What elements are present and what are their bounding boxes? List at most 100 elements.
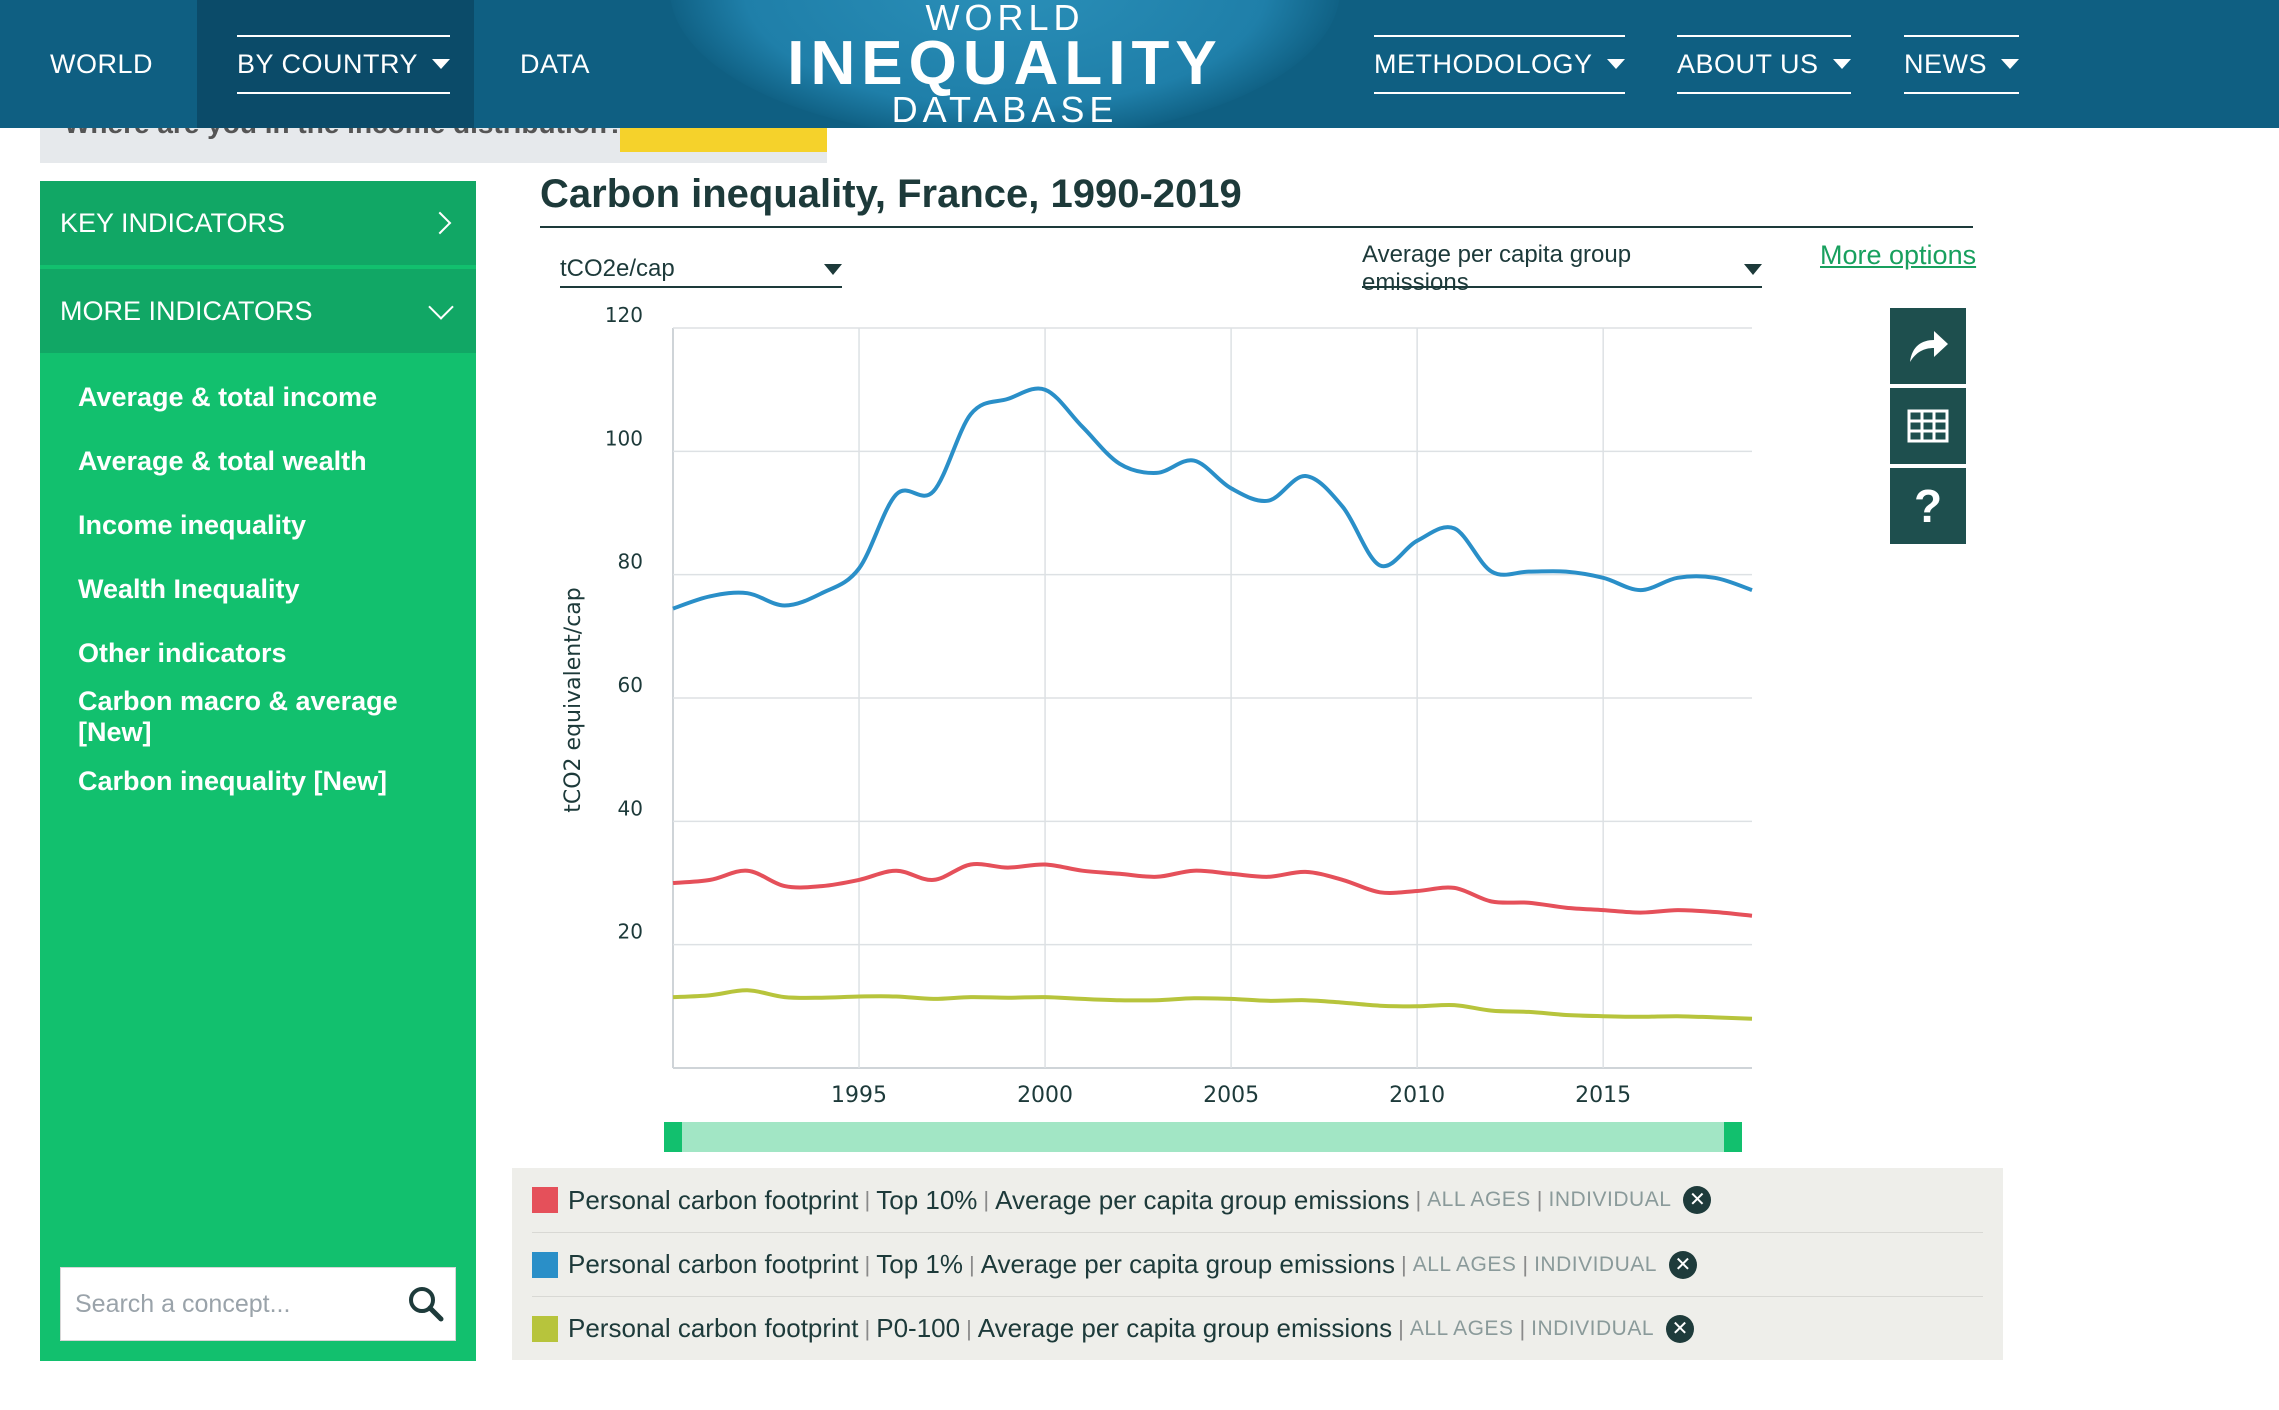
nav-data-label: DATA xyxy=(520,48,591,79)
y-tick-label: 60 xyxy=(618,673,643,697)
series-line-top1[interactable] xyxy=(672,386,1753,611)
y-axis-label: tCO2 equivalent/cap xyxy=(561,587,586,813)
x-tick-label: 2005 xyxy=(1203,1083,1259,1108)
caret-down-icon xyxy=(2001,59,2019,69)
x-tick-label: 2010 xyxy=(1389,1083,1445,1108)
legend-measure: Average per capita group emissions xyxy=(977,1313,1393,1343)
share-button[interactable] xyxy=(1890,308,1966,384)
series-line-p0-100[interactable] xyxy=(672,988,1753,1021)
nav-methodology[interactable]: METHODOLOGY xyxy=(1374,0,1625,128)
legend-variable: Personal carbon footprint xyxy=(568,1249,859,1279)
remove-series-close-icon[interactable]: ✕ xyxy=(1668,1250,1697,1279)
legend-measure: Average per capita group emissions xyxy=(980,1249,1395,1279)
x-tick-label: 2000 xyxy=(1017,1083,1073,1108)
legend-row-p0-100: Personal carbon footprint | P0-100 | Avera… xyxy=(532,1296,1983,1360)
logo-line3: DATABASE xyxy=(891,89,1119,128)
remove-series-close-icon[interactable]: ✕ xyxy=(1683,1186,1712,1214)
measure-select[interactable]: Average per capita group emissions xyxy=(1362,241,1762,296)
take-the-test-button[interactable] xyxy=(620,128,827,152)
nav-data[interactable]: DATA xyxy=(520,0,590,128)
x-tick-label: 2015 xyxy=(1575,1083,1631,1108)
legend-variable: Personal carbon footprint xyxy=(568,1184,859,1215)
caret-down-icon xyxy=(1832,59,1851,69)
chart-series xyxy=(672,386,1753,1021)
sidebar-item-wealth-inequality[interactable]: Wealth Inequality xyxy=(78,573,300,604)
chart-axes: 20 40 60 80 100 120 1995 2000 2005 2010 2015 xyxy=(605,303,1631,1108)
remove-series-close-icon[interactable]: ✕ xyxy=(1666,1314,1695,1343)
nav-news-label: NEWS xyxy=(1904,48,1987,79)
series-line-top10[interactable] xyxy=(672,862,1753,918)
legend-swatch xyxy=(532,1251,558,1278)
measure-select-value: Average per capita group emissions xyxy=(1362,241,1632,296)
logo-line2: INEQUALITY xyxy=(787,29,1223,98)
legend-group: Top 1% xyxy=(876,1249,963,1279)
nav-by-country[interactable]: BY COUNTRY xyxy=(197,0,474,128)
legend-age: ALL AGES xyxy=(1412,1252,1517,1276)
caret-down-icon xyxy=(1606,59,1625,69)
table-view-button[interactable] xyxy=(1890,388,1966,464)
income-test-banner: Where are you in the income distribution… xyxy=(40,128,827,163)
sidebar-item-average-total-income[interactable]: Average & total income xyxy=(78,381,378,412)
nav-world-label: WORLD xyxy=(50,48,153,79)
more-indicators-list: Average & total income Average & total w… xyxy=(40,353,476,813)
unit-select[interactable]: tCO2e/cap xyxy=(560,252,842,288)
sidebar-item-other-indicators[interactable]: Other indicators xyxy=(78,637,287,668)
chevron-right-icon xyxy=(428,211,452,235)
dropdown-arrow-icon xyxy=(1744,263,1762,275)
sidebar-item-carbon-inequality[interactable]: Carbon inequality [New] xyxy=(78,765,388,796)
range-slider[interactable] xyxy=(664,1122,1742,1152)
unit-select-value: tCO2e/cap xyxy=(560,255,675,282)
nav-about-us[interactable]: ABOUT US xyxy=(1677,0,1851,128)
help-button[interactable]: ? xyxy=(1890,468,1966,544)
banner-text: Where are you in the income distribution… xyxy=(64,128,624,140)
search-icon[interactable] xyxy=(397,1268,455,1340)
nav-world[interactable]: WORLD xyxy=(50,0,153,128)
range-handle-left[interactable] xyxy=(664,1122,682,1152)
carbon-inequality-chart: 20 40 60 80 100 120 1995 2000 2005 2010 2015 tCO2 … xyxy=(561,303,1753,1152)
x-tick-label: 1995 xyxy=(831,1083,887,1108)
more-options-link[interactable]: More options xyxy=(1820,240,1977,270)
key-indicators-toggle[interactable]: KEY INDICATORS xyxy=(40,181,476,265)
legend-variable: Personal carbon footprint xyxy=(568,1313,859,1343)
legend-age: ALL AGES xyxy=(1409,1316,1514,1340)
more-indicators-toggle[interactable]: MORE INDICATORS xyxy=(40,269,476,353)
range-handle-right[interactable] xyxy=(1724,1122,1742,1152)
legend-measure: Average per capita group emissions xyxy=(995,1184,1410,1215)
range-slider-track xyxy=(664,1122,1742,1152)
y-tick-label: 80 xyxy=(618,550,643,574)
legend-row-top1: Personal carbon footprint | Top 1% | Avera… xyxy=(532,1232,1983,1296)
legend-group: P0-100 xyxy=(876,1313,961,1343)
legend-group: Top 10% xyxy=(876,1184,978,1215)
share-icon xyxy=(1910,331,1948,362)
table-icon xyxy=(1907,409,1949,443)
chart-title: Carbon inequality, France, 1990-2019 xyxy=(540,172,1242,216)
caret-down-icon xyxy=(432,59,451,69)
search-input[interactable] xyxy=(61,1268,397,1340)
title-divider xyxy=(540,226,1973,228)
dropdown-arrow-icon xyxy=(824,263,842,275)
y-tick-label: 100 xyxy=(605,426,643,450)
indicator-sidebar: KEY INDICATORS MORE INDICATORS Average &… xyxy=(40,181,476,1361)
chevron-down-icon xyxy=(428,294,454,320)
sidebar-item-income-inequality[interactable]: Income inequality xyxy=(78,509,307,540)
legend-row-top10: Personal carbon footprint | Top 10% | Aver… xyxy=(532,1168,1983,1232)
legend-population: INDIVIDUAL xyxy=(1531,1316,1655,1340)
nav-about-us-label: ABOUT US xyxy=(1677,48,1819,79)
nav-by-country-label: BY COUNTRY xyxy=(237,48,419,79)
legend-population: INDIVIDUAL xyxy=(1534,1252,1657,1276)
legend-age: ALL AGES xyxy=(1427,1188,1531,1211)
y-tick-label: 40 xyxy=(618,796,643,820)
sidebar-item-average-total-wealth[interactable]: Average & total wealth xyxy=(78,445,367,476)
series-legend: Personal carbon footprint | Top 10% | Aver… xyxy=(512,1168,2003,1360)
chart-grid xyxy=(672,327,1752,1069)
legend-swatch xyxy=(532,1187,558,1213)
more-indicators-label: MORE INDICATORS xyxy=(60,295,313,326)
key-indicators-label: KEY INDICATORS xyxy=(60,207,286,238)
legend-population: INDIVIDUAL xyxy=(1548,1188,1672,1211)
wid-logo[interactable]: WORLD INEQUALITY DATABASE xyxy=(780,0,1230,128)
sidebar-item-carbon-macro-average[interactable]: Carbon macro & average [New] xyxy=(78,686,398,747)
logo-line1: WORLD xyxy=(925,0,1085,38)
top-navigation: WORLD BY COUNTRY DATA WORLD INEQUALITY D… xyxy=(0,0,2279,128)
nav-news[interactable]: NEWS xyxy=(1904,0,2019,128)
legend-swatch xyxy=(532,1315,558,1342)
